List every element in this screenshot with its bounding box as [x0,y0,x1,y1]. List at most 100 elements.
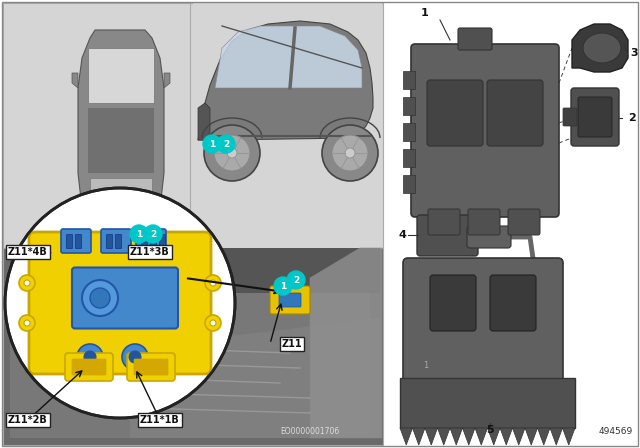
Polygon shape [500,428,513,445]
FancyBboxPatch shape [67,234,72,249]
Text: 4: 4 [398,230,406,240]
Circle shape [287,271,305,289]
Circle shape [19,275,35,291]
Circle shape [227,148,237,158]
FancyBboxPatch shape [279,293,301,307]
Text: 494569: 494569 [599,427,633,436]
Text: Z11*2B: Z11*2B [8,415,48,425]
FancyBboxPatch shape [72,267,178,328]
FancyBboxPatch shape [411,44,559,217]
Polygon shape [78,30,164,238]
Polygon shape [310,248,382,438]
Circle shape [204,125,260,181]
Polygon shape [413,428,425,445]
Polygon shape [88,48,154,103]
Polygon shape [463,428,475,445]
FancyBboxPatch shape [134,359,168,375]
Polygon shape [72,73,78,88]
Polygon shape [563,428,575,445]
FancyBboxPatch shape [72,359,106,375]
Circle shape [84,351,96,363]
FancyBboxPatch shape [150,234,157,249]
Polygon shape [130,318,380,438]
Bar [193,3,382,248]
Circle shape [144,225,162,243]
FancyBboxPatch shape [76,234,81,249]
FancyBboxPatch shape [101,229,131,253]
Text: 1: 1 [421,8,429,18]
Circle shape [5,188,235,418]
FancyBboxPatch shape [458,28,492,50]
Circle shape [210,320,216,326]
Polygon shape [215,26,362,88]
Circle shape [90,288,110,308]
FancyBboxPatch shape [467,226,511,248]
Polygon shape [10,288,370,438]
Polygon shape [488,428,500,445]
FancyBboxPatch shape [578,97,612,137]
FancyBboxPatch shape [403,258,563,388]
Polygon shape [198,21,373,140]
Polygon shape [538,428,550,445]
Polygon shape [425,428,438,445]
FancyBboxPatch shape [430,275,476,331]
Polygon shape [198,103,210,140]
Text: 2: 2 [293,276,299,284]
Bar [403,123,415,141]
Bar [403,149,415,167]
Circle shape [322,125,378,181]
FancyBboxPatch shape [428,209,460,235]
Text: 1: 1 [280,281,286,290]
Polygon shape [513,428,525,445]
Text: Z11*3B: Z11*3B [130,247,170,257]
FancyBboxPatch shape [563,108,577,126]
Bar [3,3,383,248]
Circle shape [77,344,103,370]
Circle shape [205,275,221,291]
Text: 2: 2 [628,113,636,123]
FancyBboxPatch shape [115,234,122,249]
Polygon shape [90,178,152,218]
FancyBboxPatch shape [270,286,310,314]
Polygon shape [438,428,450,445]
Circle shape [332,135,368,171]
Circle shape [129,351,141,363]
FancyBboxPatch shape [29,232,211,374]
Circle shape [205,315,221,331]
FancyBboxPatch shape [127,353,175,381]
Polygon shape [450,428,463,445]
Circle shape [82,280,118,316]
Text: Z11*1B: Z11*1B [140,415,180,425]
FancyBboxPatch shape [571,88,619,146]
Polygon shape [572,24,628,72]
Polygon shape [400,428,413,445]
Circle shape [24,320,30,326]
FancyBboxPatch shape [487,80,543,146]
FancyBboxPatch shape [141,234,147,249]
Bar [403,97,415,115]
Circle shape [274,277,292,295]
Bar [400,378,575,428]
Text: 1: 1 [424,361,429,370]
Text: 1: 1 [136,229,142,238]
Polygon shape [525,428,538,445]
Bar [88,108,154,173]
Text: EO0000001706: EO0000001706 [280,427,340,436]
Circle shape [24,280,30,286]
FancyBboxPatch shape [136,229,166,253]
Text: 1: 1 [209,139,215,148]
Text: Z11*4B: Z11*4B [8,247,48,257]
Circle shape [214,135,250,171]
FancyBboxPatch shape [61,229,91,253]
Text: 5: 5 [486,425,494,435]
Circle shape [345,148,355,158]
Circle shape [217,135,235,153]
FancyBboxPatch shape [508,209,540,235]
Polygon shape [164,73,170,88]
Circle shape [122,344,148,370]
Polygon shape [475,428,488,445]
Text: 2: 2 [150,229,156,238]
FancyBboxPatch shape [427,80,483,146]
FancyBboxPatch shape [490,275,536,331]
FancyBboxPatch shape [468,209,500,235]
